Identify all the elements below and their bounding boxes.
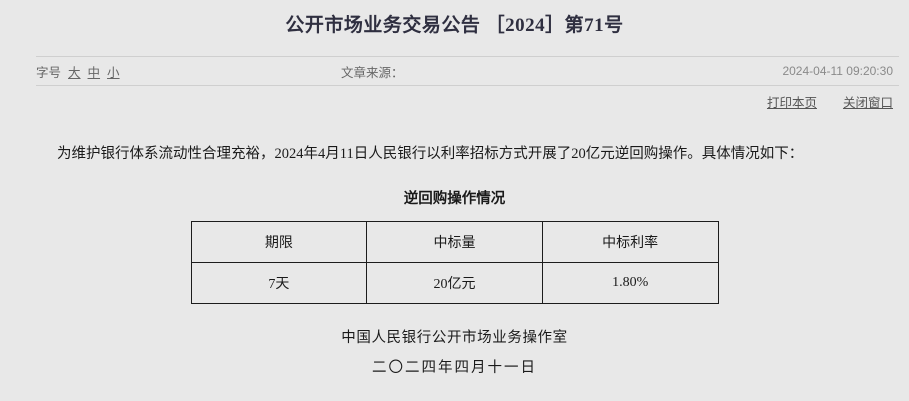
signature-date: 二〇二四年四月十一日	[372, 360, 537, 376]
action-links-row: 打印本页 关闭窗口	[36, 86, 893, 116]
signature-block: 中国人民银行公开市场业务操作室 二〇二四年四月十一日	[28, 323, 881, 383]
table-cell-rate: 1.80%	[541, 262, 719, 304]
fontsize-large-link[interactable]: 大	[68, 65, 81, 80]
fontsize-label: 字号	[36, 65, 62, 80]
title-bar: 公开市场业务交易公告 ［2024］第71号	[0, 0, 909, 38]
close-window-link[interactable]: 关闭窗口	[842, 95, 893, 110]
table-header-term: 期限	[190, 221, 368, 263]
table-cell-volume: 20亿元	[366, 262, 543, 304]
article-source: 文章来源：	[341, 62, 406, 81]
signature-organization: 中国人民银行公开市场业务操作室	[341, 330, 568, 346]
article-source-label: 文章来源：	[341, 65, 404, 80]
divider-top	[36, 56, 899, 57]
table-caption: 逆回购操作情况	[403, 191, 506, 207]
table-header-rate: 中标利率	[541, 221, 719, 263]
fontsize-control-group: 字号 大 中 小	[36, 62, 120, 81]
fontsize-small-link[interactable]: 小	[107, 65, 120, 80]
publish-timestamp: 2024-04-11 09:20:30	[782, 64, 893, 78]
table-header-row: 期限 中标量 中标利率	[190, 221, 719, 263]
print-page-link[interactable]: 打印本页	[766, 95, 817, 110]
table-cell-term: 7天	[190, 262, 368, 304]
body-paragraph: 为维护银行体系流动性合理充裕，2024年4月11日人民银行以利率招标方式开展了2…	[57, 146, 804, 162]
reverse-repo-table: 期限 中标量 中标利率 7天 20亿元 1.80%	[190, 221, 719, 304]
divider-bottom	[36, 85, 899, 86]
fontsize-medium-link[interactable]: 中	[87, 65, 101, 80]
document-body: 为维护银行体系流动性合理充裕，2024年4月11日人民银行以利率招标方式开展了2…	[0, 143, 909, 383]
meta-row: 字号 大 中 小 文章来源： 2024-04-11 09:20:30	[36, 57, 899, 85]
page-title: 公开市场业务交易公告 ［2024］第71号	[285, 15, 624, 36]
table-container: 期限 中标量 中标利率 7天 20亿元 1.80%	[28, 221, 881, 304]
table-header-volume: 中标量	[366, 221, 543, 263]
table-row: 7天 20亿元 1.80%	[190, 262, 719, 304]
